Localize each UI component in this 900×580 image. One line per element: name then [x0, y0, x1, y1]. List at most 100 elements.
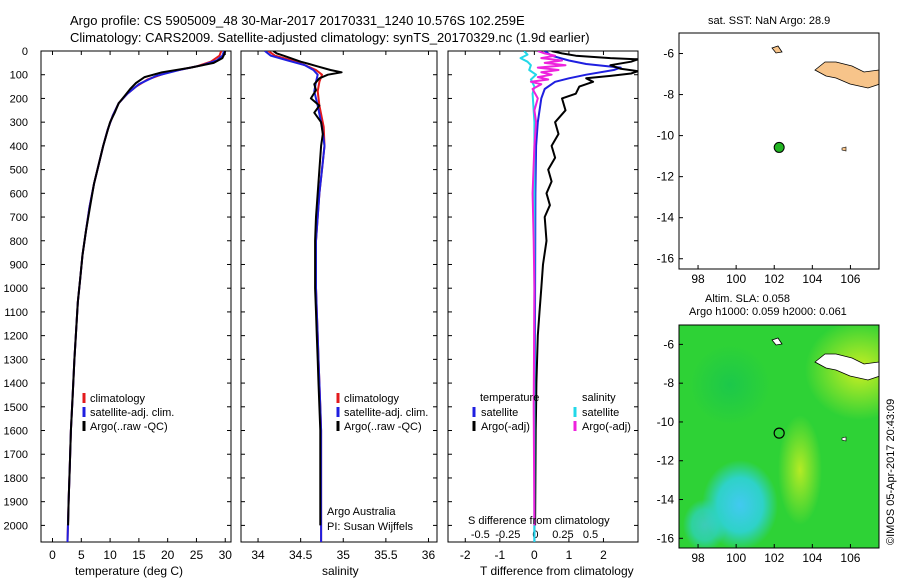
difference-plot: -2 -1 0 1 2-0.5 -0.25 0 0.25 0.5 — [448, 50, 638, 562]
map-x-tick-label: 106 — [840, 272, 860, 286]
map-y-tick-label: -8 — [663, 376, 674, 390]
depth-tick-label: 1000 — [4, 283, 28, 295]
x-tick-label: 35 — [337, 548, 351, 562]
series-line-t-satellite — [533, 51, 622, 542]
legend-label-satellite: satellite-adj. clim. — [90, 407, 174, 419]
x-tick-label: 25 — [190, 548, 204, 562]
pi-label: PI: Susan Wijffels — [327, 521, 413, 533]
imos-timestamp: ©IMOS 05-Apr-2017 20:43:09 — [885, 399, 897, 545]
difference-plot-frame — [447, 50, 639, 543]
x-tick-label: 30 — [219, 548, 233, 562]
depth-tick-label: 300 — [10, 117, 28, 129]
x-tick-label: 5 — [78, 548, 85, 562]
map-y-tick-label: -6 — [663, 337, 674, 351]
depth-tick-label: 500 — [10, 165, 28, 177]
sla-map-area — [679, 325, 879, 548]
legend-label-t-argo: Argo(-adj) — [481, 421, 530, 433]
series-line-argo-raw-qc- — [272, 51, 343, 526]
x-tick-label: -1 — [494, 548, 505, 562]
series-line-s-argo-adj- — [529, 51, 567, 526]
map-y-tick-label: -10 — [657, 415, 675, 429]
depth-tick-label: 1600 — [4, 426, 28, 438]
map-x-tick-label: 104 — [802, 272, 822, 286]
depth-tick-label: 700 — [10, 212, 28, 224]
sla-map-island — [771, 337, 783, 346]
map-y-tick-label: -16 — [657, 252, 675, 266]
x-tick-label: 20 — [161, 548, 175, 562]
depth-tick-label: 100 — [10, 70, 28, 82]
map-x-tick-label: 100 — [726, 551, 746, 565]
series-line-argo-raw-qc- — [67, 51, 227, 526]
legend-label-argo: Argo(..raw -QC) — [90, 421, 168, 433]
temperature-axis-label: temperature (deg C) — [75, 564, 183, 578]
legend-label-s-argo: Argo(-adj) — [582, 421, 631, 433]
temperature-plot-frame — [40, 50, 232, 543]
sst-map-island — [771, 45, 783, 54]
depth-tick-label: 1300 — [4, 354, 28, 366]
depth-tick-label: 1500 — [4, 402, 28, 414]
map-y-tick-label: -6 — [663, 47, 674, 61]
depth-tick-label: 600 — [10, 188, 28, 200]
map-y-tick-label: -14 — [657, 211, 675, 225]
sla-float-marker — [773, 427, 785, 439]
sla-map-islet — [841, 436, 847, 442]
sst-map-land — [814, 33, 879, 89]
x-tick-label: 15 — [132, 548, 146, 562]
s-tick-label: -0.25 — [495, 529, 520, 541]
x-tick-label: 0 — [49, 548, 56, 562]
depth-tick-label: 1800 — [4, 473, 28, 485]
sla-green-patch — [690, 345, 770, 425]
figure-title-line2: Climatology: CARS2009. Satellite-adjuste… — [70, 30, 590, 45]
depth-tick-label: 900 — [10, 259, 28, 271]
map-y-tick-label: -12 — [657, 170, 675, 184]
map-x-tick-label: 98 — [691, 551, 705, 565]
figure-title-line1: Argo profile: CS 5905009_48 30-Mar-2017 … — [70, 13, 525, 28]
depth-tick-label: 1700 — [4, 449, 28, 461]
legend-label-climatology: climatology — [344, 393, 400, 405]
depth-tick-label: 2000 — [4, 520, 28, 532]
series-line-t-argo-adj- — [534, 51, 638, 526]
sst-map-axes: 98 100 102 104 106 -6 -8 -10 -12 -14 -16 — [657, 47, 861, 286]
sla-map-land — [814, 325, 879, 381]
t-difference-axis-label: T difference from climatology — [480, 564, 634, 578]
series-group — [66, 51, 227, 542]
x-tick-label: 0 — [531, 548, 538, 562]
depth-tick-label: 800 — [10, 236, 28, 248]
legend-label-climatology: climatology — [90, 393, 146, 405]
depth-axis: 0 100 200 300 400 500 600 700 800 900 1000 1100 1200… — [4, 46, 28, 532]
s-difference-axis-label: S difference from climatology — [468, 515, 610, 527]
x-tick-label: 36 — [422, 548, 436, 562]
map-y-tick-label: -14 — [657, 493, 675, 507]
s-tick-label: 0.25 — [552, 529, 573, 541]
series-line-satellite-adj-clim- — [66, 51, 226, 542]
x-tick-label: -2 — [460, 548, 471, 562]
x-tick-label: 10 — [103, 548, 117, 562]
x-tick-label: 1 — [566, 548, 573, 562]
sla-high-anomaly-ridge — [778, 415, 822, 525]
x-tick-label: 34 — [251, 548, 265, 562]
temperature-plot: 0 5 10 15 20 25 30 — [41, 50, 233, 562]
sla-map-axes: 98 100 102 104 106 -6 -8 -10 -12 -14 -16 — [657, 337, 861, 565]
sst-map-title: sat. SST: NaN Argo: 28.9 — [708, 15, 830, 27]
map-y-tick-label: -10 — [657, 129, 675, 143]
legend-label-s-satellite: satellite — [582, 407, 619, 419]
map-y-tick-label: -12 — [657, 454, 675, 468]
sla-map-title: Altim. SLA: 0.058 — [705, 293, 790, 305]
series-group — [264, 51, 343, 542]
depth-tick-label: 1400 — [4, 378, 28, 390]
argo-australia-label: Argo Australia — [327, 506, 396, 518]
sla-map-frame — [678, 324, 880, 549]
salinity-plot-frame — [240, 50, 438, 543]
map-x-tick-label: 102 — [764, 551, 784, 565]
depth-tick-label: 1900 — [4, 497, 28, 509]
x-tick-label: 35.5 — [374, 548, 398, 562]
map-y-tick-label: -16 — [657, 531, 675, 545]
map-x-tick-label: 100 — [726, 272, 746, 286]
map-x-tick-label: 102 — [764, 272, 784, 286]
sla-low-anomaly-sw — [683, 499, 727, 548]
legend-title-temperature: temperature — [480, 392, 539, 404]
s-tick-label: 0.5 — [583, 529, 598, 541]
salinity-plot: 34 34.5 35 35.5 36 — [241, 50, 437, 562]
depth-tick-label: 1100 — [4, 307, 28, 319]
depth-tick-label: 400 — [10, 141, 28, 153]
